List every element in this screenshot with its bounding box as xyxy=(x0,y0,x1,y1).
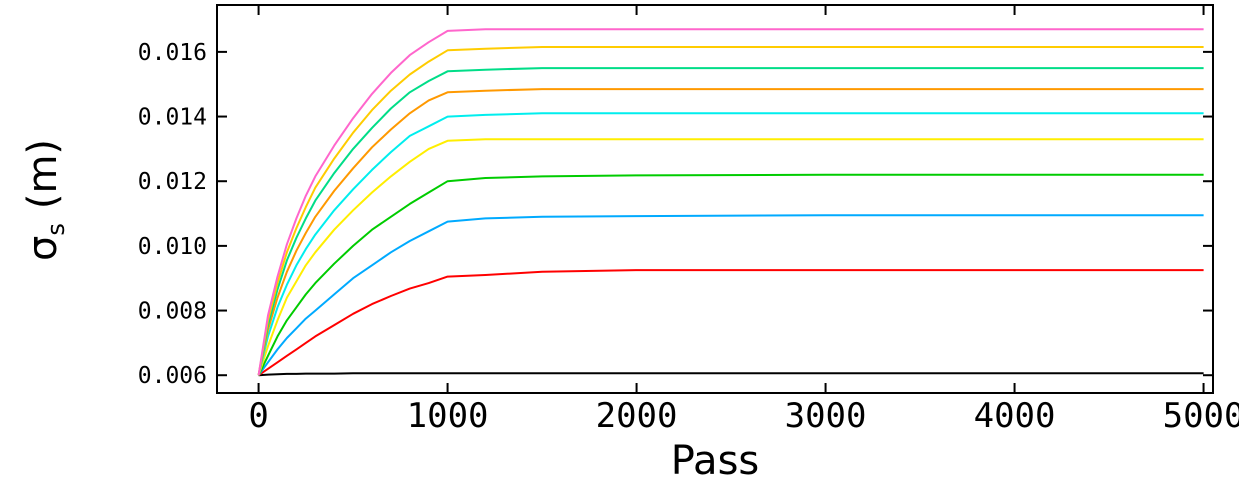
y-tick-label: 0.012 xyxy=(138,169,207,195)
series-group xyxy=(257,28,1204,377)
series-line-7 xyxy=(257,88,1204,376)
y-axis-title: σs (m) xyxy=(20,139,70,261)
series-line-3 xyxy=(257,214,1204,376)
x-tick-label: 2000 xyxy=(596,396,678,436)
y-axis-subscript: s xyxy=(42,223,70,236)
y-axis-unit: (m) xyxy=(20,139,66,209)
y-tick-label: 0.008 xyxy=(138,299,207,325)
x-tick-label: 0 xyxy=(248,396,268,436)
y-tick-label: 0.010 xyxy=(138,234,207,260)
plot-frame xyxy=(216,4,1214,394)
series-line-4 xyxy=(257,173,1204,376)
y-tick-label: 0.006 xyxy=(138,363,207,389)
x-tick-label: 1000 xyxy=(407,396,489,436)
series-line-10 xyxy=(257,28,1204,376)
series-line-5 xyxy=(257,138,1204,376)
ticks-group: 0 1000 2000 3000 4000 5000 0.006 0.008 0.010 0.01… xyxy=(138,5,1239,436)
x-tick-label: 5000 xyxy=(1163,396,1239,436)
y-tick-label: 0.016 xyxy=(138,40,207,66)
svg-text:σs(m): σs (m) xyxy=(20,139,70,261)
x-axis-title: Pass xyxy=(671,438,760,483)
series-line-8 xyxy=(257,67,1204,376)
y-axis-symbol: σ xyxy=(20,236,66,261)
y-tick-label: 0.014 xyxy=(138,105,207,131)
series-line-2 xyxy=(258,269,1204,377)
series-line-6 xyxy=(257,112,1204,376)
series-line-1 xyxy=(258,372,1204,377)
x-tick-label: 3000 xyxy=(785,396,867,436)
x-tick-label: 4000 xyxy=(974,396,1056,436)
series-line-9 xyxy=(257,46,1204,376)
